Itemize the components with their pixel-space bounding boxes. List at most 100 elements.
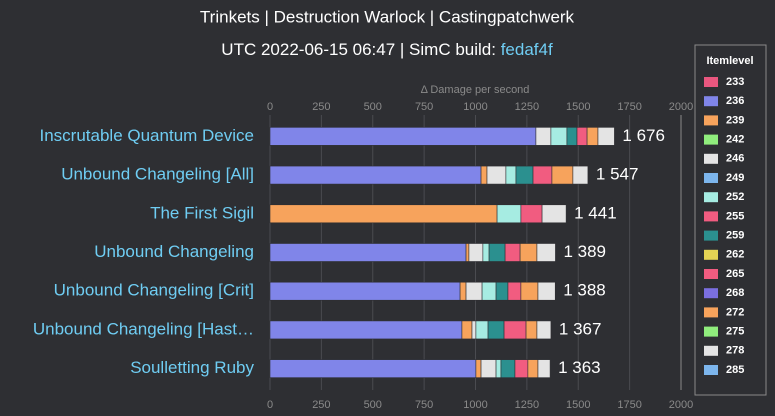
legend-swatch (704, 211, 718, 222)
x-tick-label-bottom: 500 (364, 399, 382, 411)
bar-segment (537, 359, 551, 378)
category-label: Unbound Changeling [All] (61, 165, 254, 184)
legend-swatch (704, 365, 718, 375)
bar-segment (475, 359, 482, 378)
bar-segment (269, 281, 461, 301)
legend-label[interactable]: 252 (726, 191, 744, 203)
legend-swatch (704, 77, 718, 87)
x-tick-label-top: 2000 (669, 101, 693, 113)
total-label: 1 367 (559, 319, 602, 338)
category-label: The First Sigil (150, 203, 254, 222)
legend-swatch (704, 345, 718, 356)
bar-segment (482, 243, 490, 262)
bar-segment (537, 281, 556, 301)
bar-segment (481, 281, 497, 301)
bar-segment (532, 165, 553, 185)
legend-box (694, 44, 767, 396)
bar-segment (525, 320, 538, 340)
legend-label[interactable]: 259 (726, 230, 744, 242)
bar-segment (480, 165, 488, 185)
legend-label[interactable]: 285 (726, 364, 744, 376)
bar-segment (515, 165, 534, 185)
legend-label[interactable]: 268 (726, 287, 744, 299)
legend-label[interactable]: 278 (726, 345, 744, 357)
x-tick-label-top: 500 (364, 101, 382, 113)
subtitle-text: UTC 2022-06-15 06:47 | SimC build: (221, 40, 500, 59)
legend-label[interactable]: 246 (726, 153, 744, 165)
bar-segment (586, 127, 599, 146)
bar-segment (480, 359, 497, 378)
bar-segment (465, 281, 483, 301)
bar-segment (520, 204, 543, 224)
bar-segment (495, 359, 502, 378)
legend-swatch (704, 134, 718, 145)
bar-segment (550, 127, 568, 146)
bar-segment (487, 320, 505, 340)
x-tick-label-top: 0 (267, 101, 273, 113)
bar-segment (519, 243, 538, 262)
bar-segment (459, 281, 467, 301)
category-label: Unbound Changeling [Crit] (54, 281, 254, 300)
category-label: Soulletting Ruby (130, 358, 254, 377)
legend-label[interactable]: 255 (726, 210, 744, 222)
legend-label[interactable]: 249 (726, 172, 744, 184)
total-label: 1 441 (574, 203, 617, 222)
legend-label[interactable]: 262 (726, 249, 744, 261)
x-tick-label-bottom: 1250 (515, 399, 539, 411)
x-tick-label-top: 1750 (617, 101, 641, 113)
x-tick-label-top: 250 (312, 101, 330, 113)
total-label: 1 388 (563, 281, 606, 300)
category-label: Unbound Changeling (94, 242, 254, 261)
bar-segment (475, 320, 489, 340)
total-label: 1 363 (558, 358, 601, 377)
bar-segment (535, 127, 552, 146)
build-link[interactable]: fedaf4f (501, 40, 553, 59)
bar-segment (468, 243, 484, 262)
x-tick-label-bottom: 0 (267, 399, 273, 411)
bar-segment (520, 281, 539, 301)
legend-swatch (704, 173, 718, 183)
total-label: 1 547 (596, 165, 639, 184)
bar-segment (572, 165, 589, 185)
x-tick-label-top: 1000 (463, 101, 487, 113)
x-tick-label-bottom: 2000 (669, 399, 693, 411)
legend-label[interactable]: 233 (726, 76, 744, 88)
legend-swatch (704, 307, 718, 318)
legend-swatch (704, 96, 718, 107)
bar-segment (269, 165, 482, 185)
bar-segment (269, 320, 463, 340)
legend-swatch (704, 288, 718, 299)
legend-label[interactable]: 272 (726, 306, 744, 318)
legend-label[interactable]: 265 (726, 268, 744, 280)
legend-title: Itemlevel (706, 55, 753, 67)
bar-segment (269, 359, 477, 378)
legend-label[interactable]: 239 (726, 114, 744, 126)
bar-segment (465, 243, 470, 262)
x-tick-label-bottom: 250 (312, 399, 330, 411)
bar-segment (495, 281, 509, 301)
x-tick-label-bottom: 1750 (617, 399, 641, 411)
legend-swatch (704, 249, 718, 260)
bar-segment (471, 320, 477, 340)
bar-segment (507, 281, 522, 301)
legend-label[interactable]: 236 (726, 95, 744, 107)
bar-segment (488, 243, 506, 262)
bar-segment (269, 204, 498, 224)
bar-segment (503, 320, 527, 340)
legend-label[interactable]: 242 (726, 134, 744, 146)
total-label: 1 676 (622, 126, 665, 145)
legend-swatch (704, 326, 718, 337)
x-axis-title: Δ Damage per second (421, 84, 530, 96)
bar-segment (486, 165, 507, 185)
bar-segment (551, 165, 574, 185)
legend-label[interactable]: 275 (726, 326, 744, 338)
bar-segment (504, 243, 521, 262)
x-tick-label-bottom: 750 (415, 399, 433, 411)
total-label: 1 389 (563, 242, 606, 261)
category-label: Unbound Changeling [Hast… (33, 319, 254, 338)
bar-segment (527, 359, 539, 378)
legend-swatch (704, 230, 718, 241)
bar-segment (505, 165, 517, 185)
bar-segment (576, 127, 588, 146)
